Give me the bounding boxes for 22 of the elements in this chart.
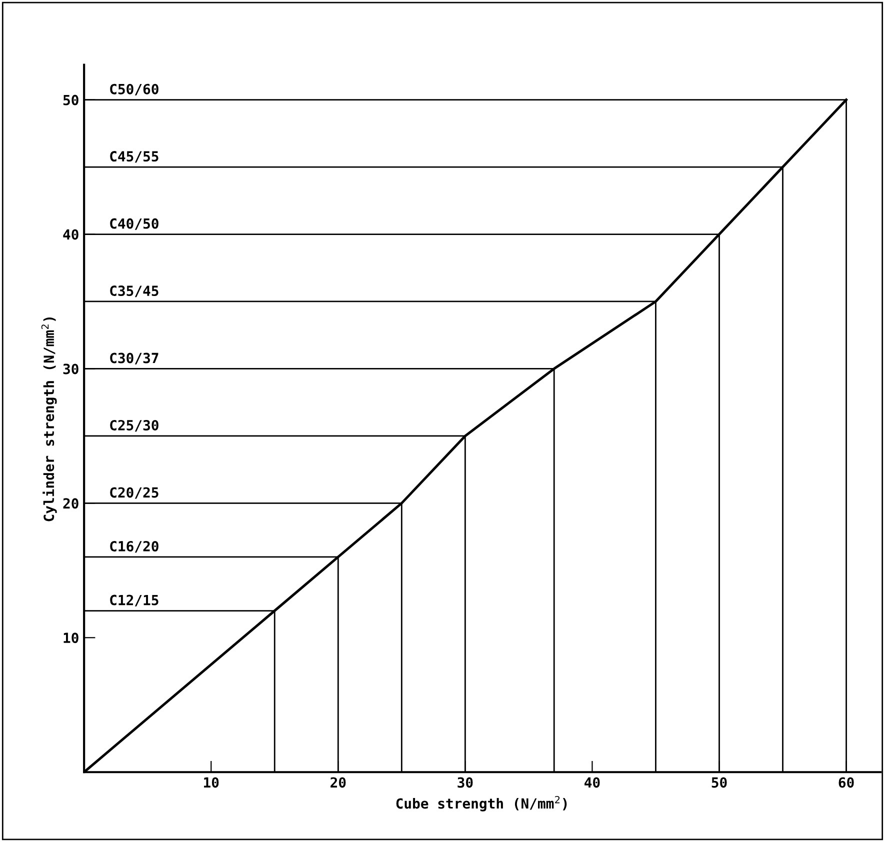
y-tick-label: 50 [63, 94, 78, 106]
y-tick-label: 30 [63, 364, 78, 374]
y-axis-title: Cylinder strength (N/mm$^{2}$) [41, 317, 57, 522]
x-tick-label: 60 [838, 777, 854, 788]
annotation: C40/50 [110, 218, 158, 230]
annotation: C45/55 [110, 151, 158, 163]
x-axis-title: Cube strength (N/mm$^{2}$) [396, 796, 567, 812]
x-tick-label: 30 [458, 777, 473, 788]
x-tick-label: 40 [584, 777, 600, 788]
x-tick-label: 50 [712, 777, 727, 788]
annotation: C35/45 [110, 286, 158, 298]
y-tick-label: 40 [63, 229, 78, 240]
annotation: C50/60 [110, 84, 158, 96]
y-tick-label: 10 [64, 632, 78, 644]
annotation: C16/20 [110, 540, 158, 553]
annotation: C30/37 [110, 352, 158, 364]
x-tick-label: 20 [330, 777, 346, 788]
x-tick-label: 10 [204, 777, 219, 788]
annotation: C25/30 [110, 420, 158, 432]
annotation: C12/15 [110, 594, 158, 606]
y-tick-label: 20 [63, 498, 78, 509]
annotation: C20/25 [110, 487, 158, 499]
